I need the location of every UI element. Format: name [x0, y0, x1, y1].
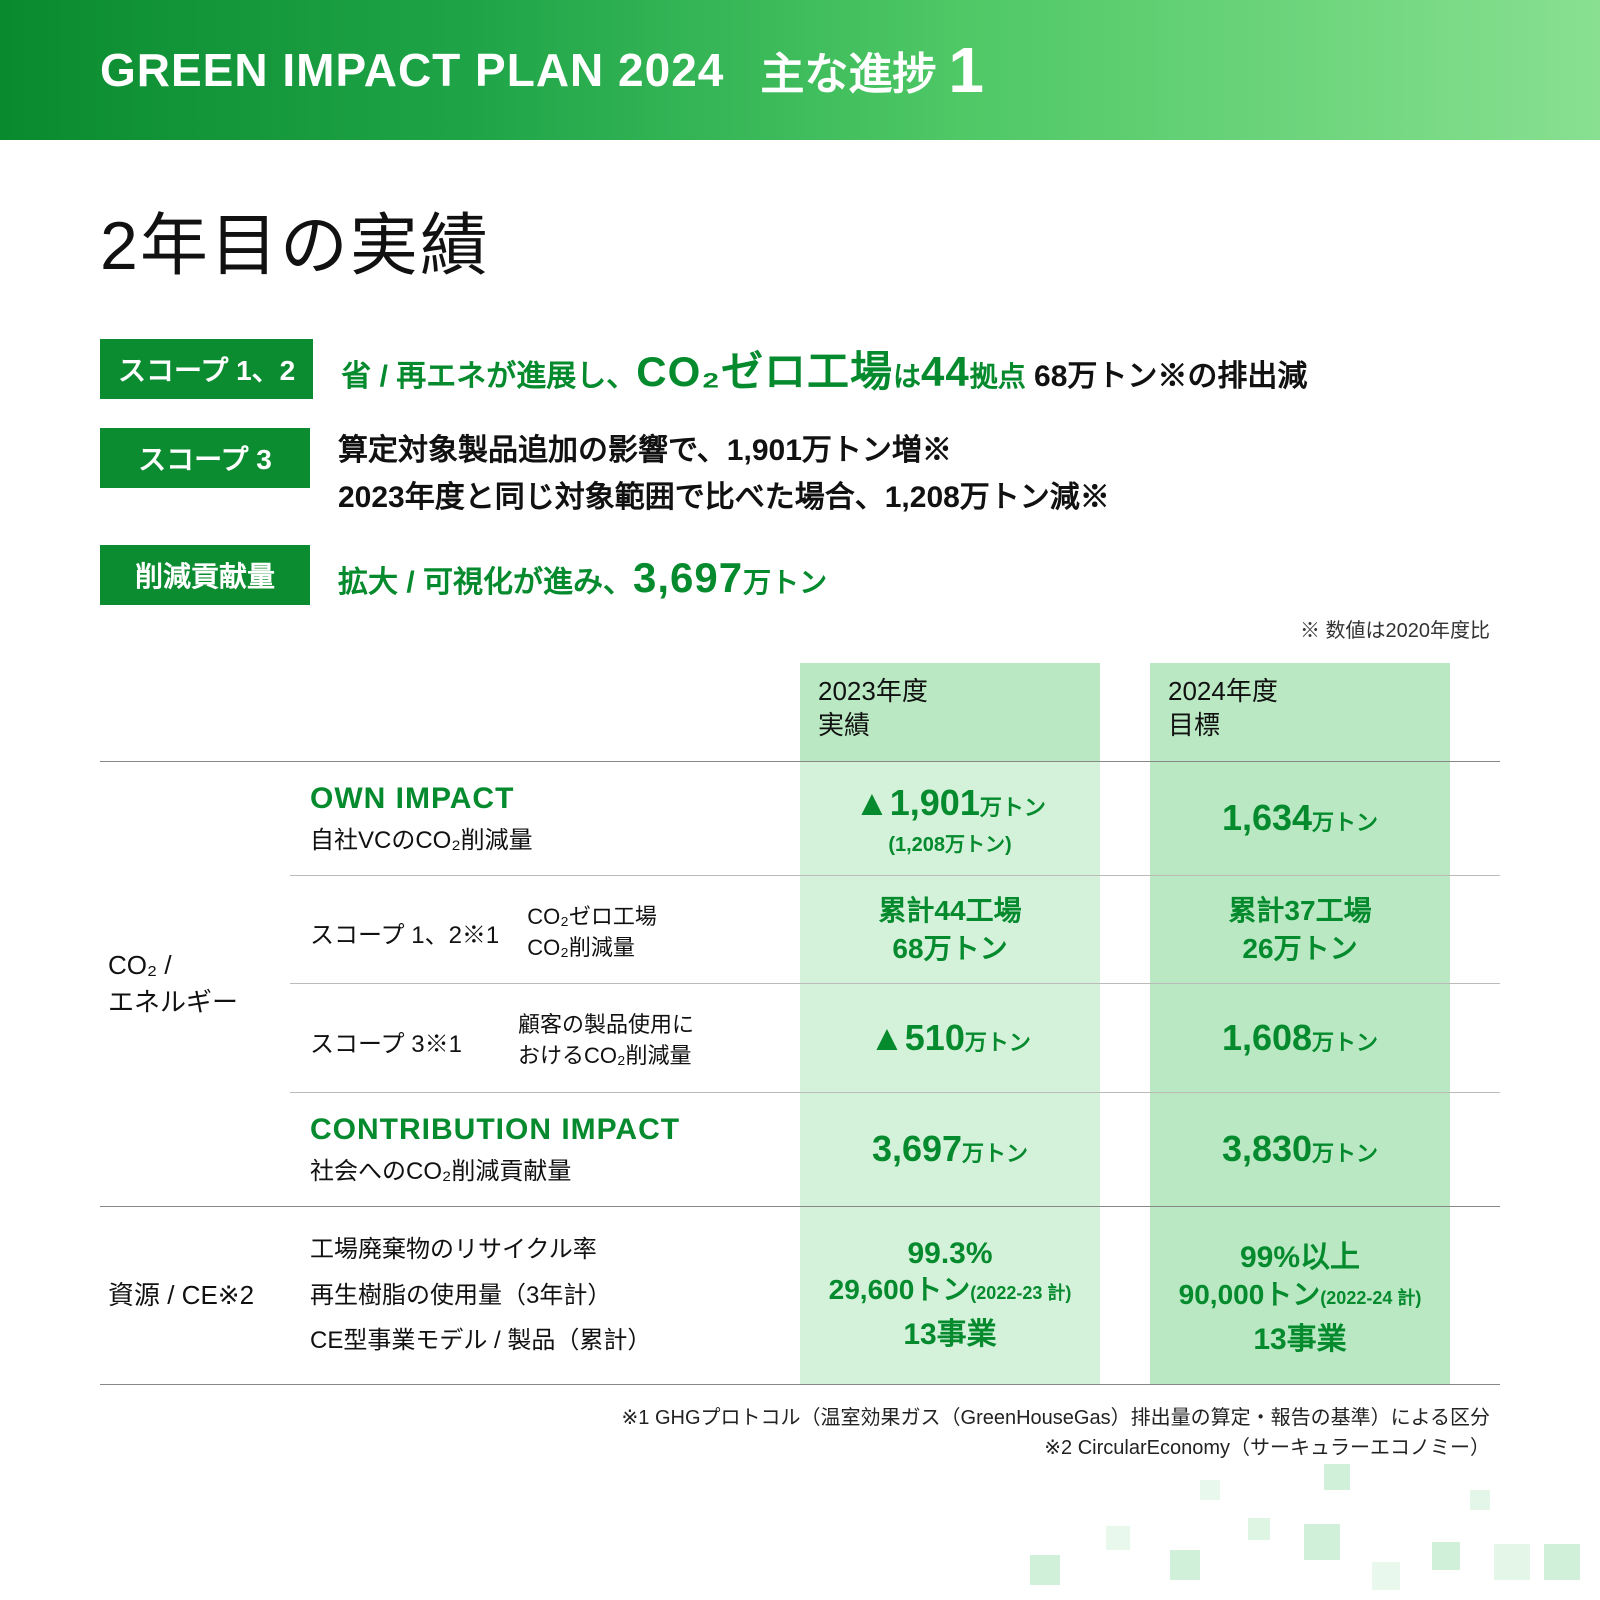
content-area: 2年目の実績 スコープ 1、2 省 / 再エネが進展し、CO₂ゼロ工場は44拠点… [0, 140, 1600, 1463]
contribution-impact-title: CONTRIBUTION IMPACT [310, 1113, 784, 1147]
colhead-2023: 2023年度 実績 [800, 663, 1100, 761]
scope12-pre: 省 [341, 360, 379, 393]
scope3-text: 算定対象製品追加の影響で、1,901万トン増※ 2023年度と同じ対象範囲で比べ… [338, 428, 1110, 521]
scope12-text: 省 / 再エネが進展し、CO₂ゼロ工場は44拠点 68万トン※の排出減 [341, 339, 1307, 404]
row-own-impact: OWN IMPACT 自社VCのCO₂削減量 ▲1,901万トン (1,208万… [290, 762, 1500, 876]
table-column-headers: 2023年度 実績 2024年度 目標 [100, 663, 1500, 761]
baseline-note: ※ 数値は2020年度比 [100, 614, 1500, 643]
category-co2-energy: CO₂ / エネルギー [100, 762, 290, 1206]
row-scope12: スコープ 1、2※1 CO₂ゼロ工場 CO₂削減量 累計44工場 68万トン [290, 876, 1500, 985]
row-resources-ce: 資源 / CE※2 工場廃棄物のリサイクル率 再生樹脂の使用量（3年計） CE型… [100, 1207, 1500, 1385]
scope12-2024: 累計37工場 26万トン [1150, 876, 1450, 984]
colhead-2024: 2024年度 目標 [1150, 663, 1450, 761]
header-subtitle: 主な進捗 [760, 38, 936, 102]
scope3-badge: スコープ 3 [100, 428, 310, 488]
header-page-number: 1 [948, 33, 984, 107]
own-impact-2024: 1,634万トン [1150, 762, 1450, 875]
own-impact-subtitle: 自社VCのCO₂削減量 [310, 820, 784, 855]
scope3-2024: 1,608万トン [1150, 984, 1450, 1092]
header-bar: GREEN IMPACT PLAN 2024 主な進捗 1 [0, 0, 1600, 140]
results-table: 2023年度 実績 2024年度 目標 CO₂ / エネルギー OWN IMPA… [100, 663, 1500, 1385]
contribution-badge: 削減貢献量 [100, 545, 310, 605]
scope12-2023: 累計44工場 68万トン [800, 876, 1100, 984]
contribution-row: 削減貢献量 拡大 / 可視化が進み、3,697万トン [100, 545, 1500, 610]
scope3-2023: ▲510万トン [800, 984, 1100, 1092]
decorative-pixel-pattern [950, 1400, 1600, 1600]
row-scope3: スコープ 3※1 顧客の製品使用に おけるCO₂削減量 ▲510万トン 1,60… [290, 984, 1500, 1093]
category-resources-ce: 資源 / CE※2 [100, 1207, 290, 1384]
table-body: CO₂ / エネルギー OWN IMPACT 自社VCのCO₂削減量 ▲1,90… [100, 761, 1500, 1385]
header-title: GREEN IMPACT PLAN 2024 [100, 43, 724, 97]
contribution-text: 拡大 / 可視化が進み、3,697万トン [338, 545, 827, 610]
contribution-2024: 3,830万トン [1150, 1093, 1450, 1206]
ce-2024: 99%以上 90,000トン(2022-24 計) 13事業 [1150, 1207, 1450, 1384]
own-impact-2023: ▲1,901万トン (1,208万トン) [800, 762, 1100, 875]
row-contribution-impact: CONTRIBUTION IMPACT 社会へのCO₂削減貢献量 3,697万ト… [290, 1093, 1500, 1206]
contribution-impact-subtitle: 社会へのCO₂削減貢献量 [310, 1151, 784, 1186]
page-title: 2年目の実績 [100, 190, 1500, 289]
contribution-2023: 3,697万トン [800, 1093, 1100, 1206]
scope12-badge: スコープ 1、2 [100, 339, 313, 399]
own-impact-title: OWN IMPACT [310, 782, 784, 816]
ce-2023: 99.3% 29,600トン(2022-23 計) 13事業 [800, 1207, 1100, 1384]
scope12-row: スコープ 1、2 省 / 再エネが進展し、CO₂ゼロ工場は44拠点 68万トン※… [100, 339, 1500, 404]
scope3-row: スコープ 3 算定対象製品追加の影響で、1,901万トン増※ 2023年度と同じ… [100, 428, 1500, 521]
